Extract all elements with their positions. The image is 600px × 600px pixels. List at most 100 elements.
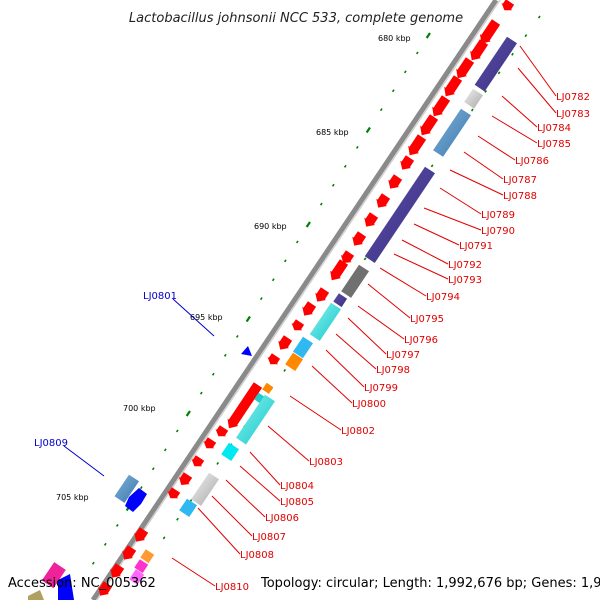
gene-label[interactable]: LJ0787 (503, 175, 537, 186)
cds-band[interactable] (114, 474, 140, 503)
cds-band[interactable] (293, 336, 313, 359)
cds-arrow[interactable] (302, 301, 317, 316)
cds-arrow[interactable] (376, 193, 391, 208)
cds-band[interactable] (191, 472, 219, 506)
gene-label[interactable]: LJ0790 (481, 226, 515, 237)
cds-arrow[interactable] (364, 212, 379, 227)
cds-arrow-reverse[interactable] (58, 574, 74, 600)
cds-arrow[interactable] (400, 155, 415, 170)
gene-label[interactable]: LJ0786 (515, 156, 549, 167)
scale-minor-tick (199, 391, 203, 395)
cds-band[interactable] (474, 36, 517, 92)
cds-arrow[interactable] (191, 455, 205, 467)
scale-minor-tick (115, 523, 119, 527)
cds-arrow[interactable] (501, 0, 515, 11)
gene-label[interactable]: LJ0800 (352, 399, 386, 410)
gene-label[interactable]: LJ0785 (537, 139, 571, 150)
gene-label[interactable]: LJ0809 (34, 438, 68, 449)
label-connectors (63, 45, 557, 587)
cds-arrow[interactable] (167, 487, 181, 499)
cds-arrow[interactable] (134, 527, 149, 542)
scale-major-tick (185, 410, 191, 417)
cds-arrow[interactable] (215, 425, 229, 437)
cds-arrow[interactable] (388, 174, 403, 189)
scale-minor-tick (403, 70, 407, 74)
cds-arrow[interactable] (122, 545, 137, 560)
gene-label[interactable]: LJ0803 (309, 457, 343, 468)
cds-band[interactable] (309, 302, 341, 341)
cds-band[interactable] (341, 264, 369, 298)
gene-label[interactable]: LJ0794 (426, 292, 460, 303)
cds-band[interactable] (221, 442, 239, 461)
cds-arrow-reverse[interactable] (125, 488, 147, 512)
scale-minor-tick (295, 240, 299, 244)
cds-arrow[interactable] (110, 563, 125, 578)
gene-label-connector (197, 507, 241, 555)
gene-label[interactable]: LJ0791 (459, 241, 493, 252)
cds-band[interactable] (179, 498, 197, 517)
gene-label[interactable]: LJ0784 (537, 123, 571, 134)
cds-arrow-reverse[interactable] (241, 346, 252, 356)
cds-band[interactable] (433, 108, 471, 157)
gene-label[interactable]: LJ0808 (240, 550, 274, 561)
gene-label-connector (289, 395, 342, 431)
gene-label[interactable]: LJ0798 (376, 365, 410, 376)
cds-arrow[interactable] (330, 259, 349, 281)
cds-arrow[interactable] (203, 437, 217, 449)
cds-arrow[interactable] (227, 382, 263, 429)
cds-band[interactable] (41, 562, 66, 589)
cds-arrow[interactable] (278, 335, 293, 350)
gene-label[interactable]: LJ0788 (503, 191, 537, 202)
cds-arrow[interactable] (420, 114, 439, 136)
scale-minor-tick (524, 34, 528, 38)
gene-label[interactable]: LJ0805 (280, 497, 314, 508)
scale-minor-tick (497, 71, 501, 75)
scale-minor-tick (283, 259, 287, 263)
cds-arrow[interactable] (291, 319, 305, 331)
gene-label[interactable]: LJ0782 (556, 92, 590, 103)
gene-label[interactable]: LJ0789 (481, 210, 515, 221)
gene-label[interactable]: LJ0792 (448, 260, 482, 271)
cds-arrow[interactable] (98, 581, 113, 596)
scale-minor-tick (176, 517, 179, 521)
gene-label-connector (449, 169, 504, 196)
cds-band[interactable] (364, 166, 435, 263)
cds-arrow[interactable] (315, 287, 330, 302)
gene-label[interactable]: LJ0799 (364, 383, 398, 394)
gene-label[interactable]: LJ0797 (386, 350, 420, 361)
gene-label[interactable]: LJ0804 (280, 481, 314, 492)
cds-band[interactable] (28, 590, 44, 600)
cds-band[interactable] (285, 352, 303, 371)
gene-label[interactable]: LJ0802 (341, 426, 375, 437)
cds-arrow[interactable] (408, 134, 427, 156)
gene-label[interactable]: LJ0807 (252, 532, 286, 543)
cds-arrow[interactable] (470, 39, 489, 61)
cds-band[interactable] (134, 559, 149, 574)
gene-label[interactable]: LJ0795 (410, 314, 444, 325)
cds-arrow[interactable] (444, 75, 463, 97)
cds-arrow[interactable] (340, 250, 355, 263)
gene-label[interactable]: LJ0783 (556, 109, 590, 120)
gene-label-connector (357, 305, 405, 340)
scale-minor-tick (363, 257, 367, 261)
cds-band[interactable] (236, 394, 275, 445)
cds-arrow[interactable] (432, 95, 451, 117)
cds-arrow[interactable] (456, 57, 475, 79)
cds-arrow[interactable] (178, 472, 193, 485)
cds-band[interactable] (333, 293, 348, 308)
gene-label[interactable]: LJ0796 (404, 335, 438, 346)
genome-summary-text: Topology: circular; Length: 1,992,676 bp… (260, 576, 600, 591)
cds-arrow[interactable] (480, 19, 501, 44)
cds-arrow[interactable] (352, 231, 367, 246)
cds-band[interactable] (129, 569, 145, 585)
cds-band[interactable] (262, 382, 274, 394)
cds-arrow[interactable] (267, 353, 281, 365)
gene-label[interactable]: LJ0810 (215, 582, 249, 593)
gene-label-connector (517, 67, 557, 114)
cds-band[interactable] (140, 549, 155, 564)
cds-band[interactable] (464, 88, 483, 109)
gene-label[interactable]: LJ0793 (448, 275, 482, 286)
gene-label[interactable]: LJ0801 (143, 291, 177, 302)
gene-label[interactable]: LJ0806 (265, 513, 299, 524)
